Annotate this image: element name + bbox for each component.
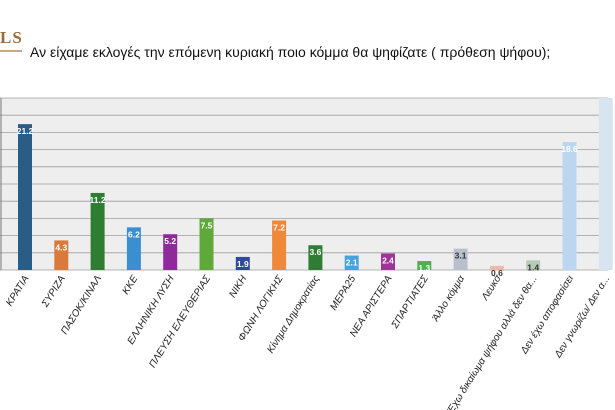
bar-value-label: 5.2 [164,236,176,246]
x-tick-label: Λευκό [478,273,503,303]
bar-value-label: 11.2 [90,195,106,205]
bar [54,240,69,270]
bar-value-label: 7.5 [201,220,213,230]
bar [199,218,214,270]
brand-logo: LS [0,28,23,47]
bar [163,234,178,270]
x-tick-label: ΝΙΚΗ [227,273,249,300]
bar [272,220,287,270]
bar-value-label: 4.3 [55,242,67,252]
bar [90,192,105,270]
bar [489,265,504,270]
chart-title: Αν είχαμε εκλογές την επόμενη κυριακή πο… [30,44,551,60]
x-tick-label: ΚΚΕ [121,273,141,296]
bar-value-label: 7.2 [273,222,285,232]
bar-value-label: 1.4 [527,262,539,272]
bar-value-label: 3.6 [309,247,321,257]
x-tick-label: ΜΕΡΑ25 [328,273,358,312]
bar-value-label: 1.3 [418,263,430,273]
bar [381,253,395,270]
bar [126,227,141,270]
bar [18,124,32,270]
bar [562,142,577,270]
bar [308,245,323,270]
bar-value-label: 18.6 [561,144,578,154]
bar [235,256,250,270]
bar [344,255,359,270]
bar-value-label: 21.2 [17,126,34,136]
bar [598,98,613,270]
bar [526,260,541,270]
bar [417,261,432,270]
x-tick-label: ΚΡΑΤΙΑ [4,273,31,308]
brand-logo-underline [0,50,22,52]
x-tick-label: ΣΥΡΙΖΑ [39,273,68,310]
x-tick-label: ΣΠΑΡΤΙΑΤΕΣ [389,273,431,331]
bar-value-label: 3.1 [455,251,467,261]
x-tick-label: ΠΛΕΥΣΗ ΕΛΕΥΘΕΡΙΑΣ [147,273,213,370]
bar-value-label: 2.4 [382,255,394,265]
bar-value-label: 1.9 [237,259,249,269]
bar-value-label: 6.2 [128,229,140,239]
bar-value-label: 0.6 [491,268,503,278]
x-tick-label: Άλλο κόμμα [429,273,467,324]
bar [453,248,468,270]
x-tick-label: ΠΑΣΟΚ/ΚΙΝΑΛ [59,273,104,336]
bar-value-label: 2.1 [346,258,358,268]
